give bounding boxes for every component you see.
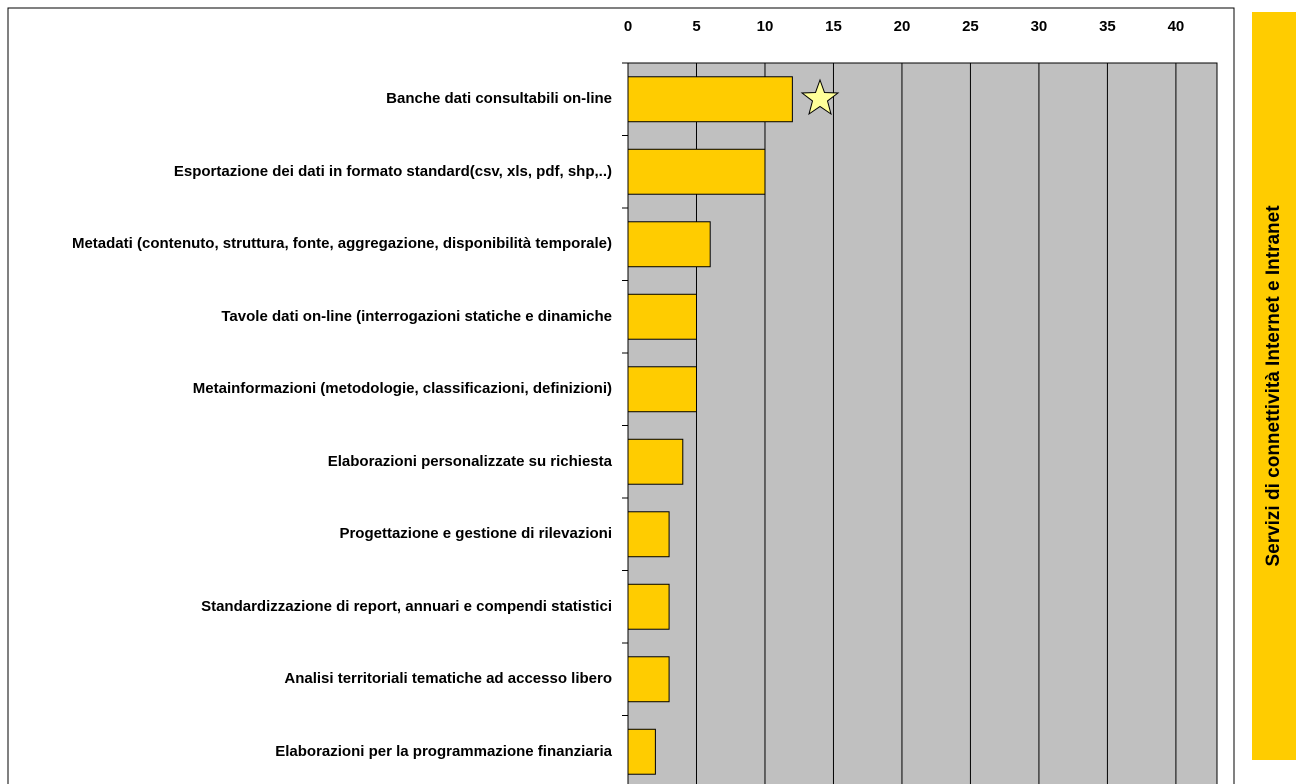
y-tick-label: Standardizzazione di report, annuari e c… <box>201 597 612 615</box>
star-icon <box>800 78 840 116</box>
x-tick-label: 0 <box>624 18 632 35</box>
y-tick-label: Elaborazioni per la programmazione finan… <box>275 742 612 760</box>
y-tick-label: Tavole dati on-line (interrogazioni stat… <box>221 307 612 325</box>
bar <box>627 148 766 195</box>
y-tick-label: Analisi territoriali tematiche ad access… <box>284 670 612 688</box>
y-tick-label: Metainformazioni (metodologie, classific… <box>192 380 612 398</box>
bar <box>627 583 670 630</box>
bar <box>627 221 711 268</box>
x-tick-label: 30 <box>1031 18 1048 35</box>
plot-area: 0 5 10 15 20 25 30 35 40 <box>622 18 1218 784</box>
bar <box>627 293 697 340</box>
y-tick-label: Metadati (contenuto, struttura, fonte, a… <box>71 235 612 253</box>
x-tick-label: 25 <box>962 18 979 35</box>
bar <box>627 511 670 558</box>
bar <box>627 438 684 485</box>
side-panel <box>1252 12 1296 760</box>
y-tick-label: Progettazione e gestione di rilevazioni <box>339 525 612 543</box>
y-tick-label: Banche dati consultabili on-line <box>386 90 612 108</box>
x-tick-label: 35 <box>1099 18 1116 35</box>
x-tick-label: 5 <box>692 18 700 35</box>
y-tick-label: Esportazione dei dati in formato standar… <box>173 162 612 180</box>
x-tick-label: 15 <box>825 18 842 35</box>
side-label: Servizi di connettività Internet e Intra… <box>1263 205 1284 567</box>
x-tick-label: 10 <box>757 18 774 35</box>
bar <box>627 656 670 703</box>
x-tick-label: 20 <box>894 18 911 35</box>
bar <box>627 366 697 413</box>
bar <box>627 76 793 123</box>
chart-frame <box>7 7 1235 784</box>
bar <box>627 728 656 775</box>
y-tick-label: Elaborazioni personalizzate su richiesta <box>327 452 612 470</box>
x-tick-label: 40 <box>1168 18 1185 35</box>
